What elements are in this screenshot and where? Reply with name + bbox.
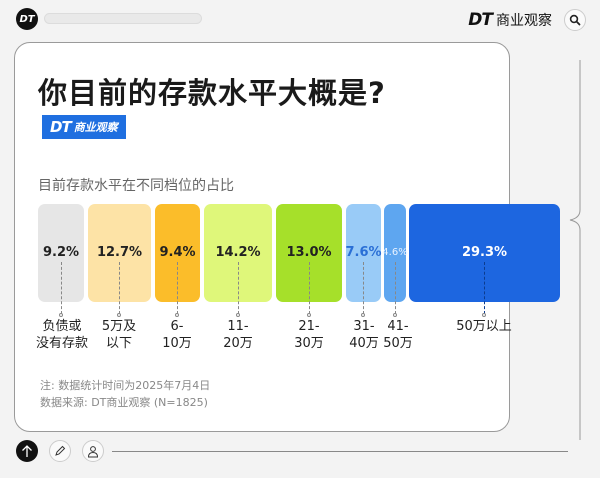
leader-line	[484, 262, 485, 314]
value-label: 9.2%	[42, 244, 80, 260]
brand-name: 商业观察	[496, 13, 552, 29]
leader-line	[61, 262, 62, 314]
category-label: 11- 20万	[223, 319, 253, 351]
category-label: 21- 30万	[294, 319, 324, 351]
dt-logo-avatar[interactable]: DT	[16, 8, 38, 30]
leader-dot	[393, 313, 397, 317]
value-label: 13.0%	[286, 244, 332, 260]
leader-dot	[361, 313, 365, 317]
value-label: 29.3%	[461, 244, 508, 260]
badge-dt: DT	[50, 118, 72, 136]
category-label: 5万及 以下	[101, 319, 137, 351]
leader-line	[177, 262, 178, 314]
category-label: 6- 10万	[162, 319, 192, 351]
brand-badge: DT 商业观察	[42, 115, 126, 139]
footer-divider	[112, 451, 568, 452]
bar-41-50w: 4.6%	[382, 204, 408, 302]
value-label: 14.2%	[215, 244, 261, 260]
search-icon	[569, 14, 581, 26]
value-label: 12.7%	[96, 244, 143, 260]
leader-line	[119, 262, 120, 314]
badge-name: 商业观察	[73, 121, 118, 134]
user-icon	[87, 445, 99, 457]
value-label: 7.6%	[345, 244, 382, 260]
leader-dot	[307, 313, 311, 317]
value-label: 4.6%	[382, 246, 408, 258]
category-label: 50万以上	[456, 319, 512, 334]
category-label: 31- 40万	[349, 319, 379, 351]
chart-subtitle: 目前存款水平在不同档位的占比	[38, 178, 234, 194]
profile-button[interactable]	[82, 440, 104, 462]
category-label: 负债或 没有存款	[35, 319, 88, 351]
leader-dot	[175, 313, 179, 317]
leader-line	[395, 262, 396, 314]
title-placeholder-bar	[44, 13, 202, 24]
note-date: 注: 数据统计时间为2025年7月4日	[40, 379, 211, 392]
note-source: 数据来源: DT商业观察 (N=1825)	[40, 396, 208, 409]
footer-toolbar	[0, 440, 600, 478]
leader-line	[238, 262, 239, 314]
arrow-up-icon	[22, 445, 32, 457]
leader-line	[363, 262, 364, 314]
bar-no-savings: 9.2%	[38, 204, 84, 302]
brand-dt: DT	[468, 10, 493, 30]
leader-dot	[117, 313, 121, 317]
curly-brace-decoration	[569, 60, 581, 440]
leader-dot	[59, 313, 63, 317]
leader-dot	[236, 313, 240, 317]
top-bar: DT DT 商业观察	[0, 0, 600, 40]
edit-button[interactable]	[49, 440, 71, 462]
value-label: 9.4%	[159, 244, 196, 260]
logo-text: DT	[19, 13, 35, 25]
leader-dot	[482, 313, 486, 317]
scroll-top-button[interactable]	[16, 440, 38, 462]
pencil-icon	[55, 445, 66, 456]
chart-notes: 注: 数据统计时间为2025年7月4日 数据来源: DT商业观察 (N=1825…	[40, 377, 210, 411]
search-button[interactable]	[564, 9, 586, 31]
category-label: 41- 50万	[383, 319, 413, 351]
brand-logo: DT 商业观察	[468, 10, 552, 30]
leader-line	[309, 262, 310, 314]
question-title: 你目前的存款水平大概是?	[38, 76, 386, 110]
